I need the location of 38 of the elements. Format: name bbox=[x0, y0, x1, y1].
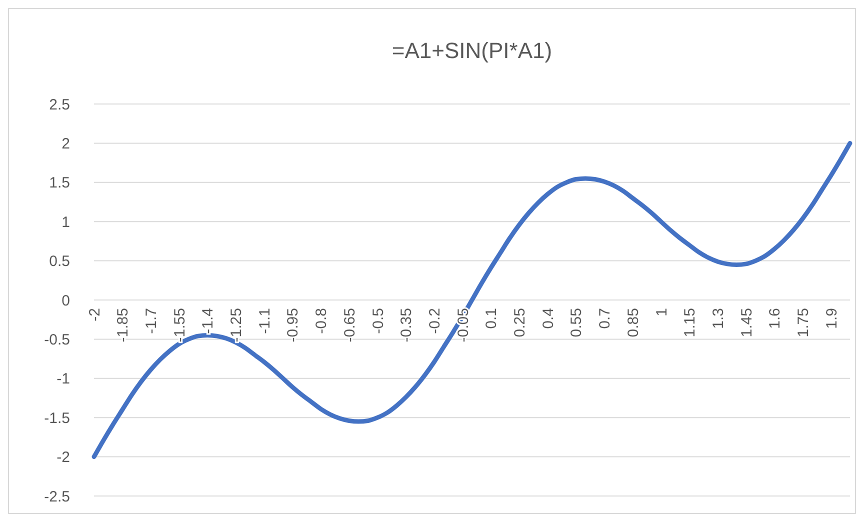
x-tick-label: -0.8 bbox=[313, 308, 330, 334]
x-tick-label: 0.55 bbox=[568, 308, 586, 338]
y-tick-label: -1 bbox=[56, 370, 70, 388]
x-tick-label: -2 bbox=[86, 308, 104, 322]
x-tick-label: 1.6 bbox=[766, 308, 784, 329]
x-tick-label: 0.7 bbox=[596, 308, 614, 329]
x-tick-label: 0.4 bbox=[540, 308, 557, 329]
x-tick-label: -0.5 bbox=[370, 308, 387, 334]
x-tick-label: 0.85 bbox=[624, 308, 642, 338]
y-tick-label: 0.5 bbox=[49, 253, 70, 270]
x-tick-label: 0.25 bbox=[512, 308, 528, 338]
y-tick-label: -2 bbox=[56, 449, 70, 466]
x-tick-label: -1.55 bbox=[171, 308, 188, 342]
y-tick-label: 1.5 bbox=[49, 174, 70, 192]
x-tick-label: 1.15 bbox=[682, 308, 699, 338]
y-tick-label: 2 bbox=[62, 135, 70, 152]
x-tick-label: 1 bbox=[653, 308, 670, 316]
x-tick-label: 1.75 bbox=[795, 308, 812, 338]
x-tick-label: -0.05 bbox=[454, 308, 472, 342]
y-tick-label: 0 bbox=[62, 292, 70, 310]
x-tick-label: 1.9 bbox=[823, 308, 840, 329]
x-tick-label: 1.3 bbox=[710, 308, 727, 329]
x-tick-label: 1.45 bbox=[738, 308, 756, 338]
y-tick-label: -1.5 bbox=[44, 410, 70, 427]
x-tick-label: -1.7 bbox=[142, 308, 160, 334]
x-tick-label: -0.35 bbox=[398, 308, 416, 342]
x-tick-label: 0.1 bbox=[483, 308, 500, 329]
x-tick-label: -1.85 bbox=[114, 308, 132, 342]
y-tick-label: 2.5 bbox=[49, 96, 70, 114]
x-tick-label: -0.95 bbox=[284, 308, 302, 342]
x-tick-label: -0.65 bbox=[341, 308, 358, 342]
y-tick-label: -2.5 bbox=[44, 488, 70, 506]
x-tick-label: -1.25 bbox=[228, 308, 245, 342]
x-tick-label: -1.1 bbox=[256, 308, 274, 334]
y-tick-label: 1 bbox=[62, 214, 70, 231]
x-tick-label: -0.2 bbox=[426, 308, 444, 334]
chart-title: =A1+SIN(PI*A1) bbox=[392, 38, 552, 63]
x-tick-label: -1.4 bbox=[200, 308, 217, 334]
